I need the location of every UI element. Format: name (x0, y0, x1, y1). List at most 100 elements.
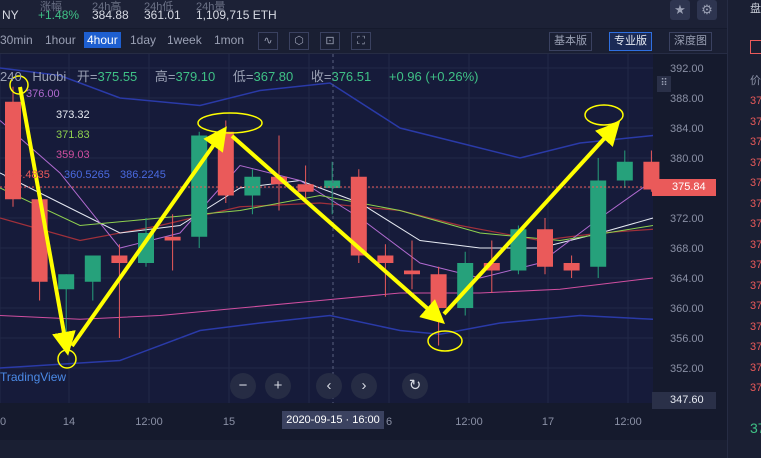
panel-price-row[interactable]: 37 (750, 300, 761, 312)
trend-arrow (18, 86, 76, 356)
stat-change: +1.48% (38, 8, 80, 22)
candlestick-chart[interactable]: 392.00 388.00 384.00 380.00 376.00 372.00 368.… (0, 54, 727, 440)
tab-1mon[interactable]: 1mon (214, 33, 245, 47)
tab-4hour[interactable]: 4hour (84, 32, 121, 48)
ma-legend-2: 373.32 (56, 109, 90, 121)
y-tick-label: 364.00 (670, 273, 704, 285)
panel-price-row[interactable]: 37 (750, 382, 761, 394)
reset-chart-button[interactable]: ↻ (402, 373, 428, 399)
panel-price-row[interactable]: 37 (750, 177, 761, 189)
low-label: 低= (232, 69, 254, 84)
x-tick-label: 12:00 (135, 416, 163, 428)
panel-price-row[interactable]: 37 (750, 238, 761, 251)
panel-price-row[interactable]: 37 (750, 341, 761, 353)
indicator-icon[interactable]: ∿ (258, 32, 278, 50)
y-tick-label: 380.00 (670, 153, 704, 165)
stat-low: 361.01 (144, 8, 181, 22)
tab-1day[interactable]: 1day (130, 33, 157, 47)
candle-body (138, 233, 154, 263)
fullscreen-icon[interactable]: ⛶ (351, 32, 371, 50)
panel-last-price: 37 (750, 420, 761, 436)
stat-high: 384.88 (92, 8, 129, 22)
candle-body (244, 176, 261, 196)
bottom-strip (0, 440, 727, 458)
x-tick-label: 12:00 (614, 416, 642, 428)
panel-price-row[interactable]: 37 (750, 115, 761, 128)
highlight-ellipse (57, 349, 77, 369)
candle-body (350, 176, 367, 256)
boll-lower-line (0, 314, 654, 369)
trend-arrow (442, 121, 621, 316)
candle-body (616, 161, 633, 181)
boll-mid-legend: 374.4835 (4, 169, 50, 181)
legend-settings-icon[interactable]: ⠿ (657, 76, 671, 92)
candle-body (590, 180, 607, 267)
panel-price-row[interactable]: 37 (750, 197, 761, 210)
x-tick-label: 6 (386, 416, 392, 428)
crosshair-date-tag: 2020-09-15 · 16:00 (282, 411, 384, 429)
highlight-ellipse (197, 112, 263, 134)
panel-price-row[interactable]: 37 (750, 361, 761, 374)
y-tick-label: 392.00 (670, 63, 704, 75)
open-value: 375.55 (97, 69, 138, 84)
ma-line-green (0, 187, 654, 242)
snapshot-icon[interactable]: ⊡ (320, 32, 340, 50)
panel-price-row[interactable]: 37 (750, 259, 761, 271)
candle-body (217, 131, 234, 196)
view-pro-button[interactable]: 专业版 (609, 32, 652, 51)
tab-30min[interactable]: 30min (0, 33, 33, 47)
boll-upper-line (0, 67, 654, 159)
ma-legend-4: 359.03 (56, 149, 90, 161)
candle-body (483, 263, 500, 271)
high-value: 379.10 (175, 69, 216, 84)
highlight-ellipse (584, 104, 624, 126)
stat-label-volume: 24h量 (196, 1, 226, 13)
zoom-out-button[interactable]: − (230, 373, 256, 399)
y-tick-label: 384.00 (670, 123, 704, 135)
trend-arrow (70, 126, 227, 348)
panel-price-row[interactable]: 37 (750, 320, 761, 333)
boll-upper-legend: 386.2245 (120, 169, 166, 181)
highlight-ellipse (427, 330, 463, 352)
current-price-tag: 375.84 (652, 179, 716, 196)
y-tick-label: 352.00 (670, 363, 704, 375)
panel-price-row[interactable]: 37 (750, 95, 761, 107)
candle-body (537, 229, 553, 267)
x-tick-label: 0 (0, 416, 6, 428)
candle-body (563, 263, 580, 271)
open-label: 开= (76, 69, 98, 84)
tradingview-watermark: TradingView (0, 370, 67, 384)
panel-price-row[interactable]: 37 (750, 156, 761, 169)
crosshair-price-tag: 347.60 (652, 392, 716, 409)
panel-tab-icon[interactable] (750, 40, 761, 54)
ohlc-legend: 240 Huobi 开=375.55 高=379.10 低=367.80 收=3… (0, 66, 485, 85)
ma-legend-3: 371.83 (56, 129, 90, 141)
tab-1week[interactable]: 1week (167, 33, 202, 47)
x-tick-label: 14 (63, 416, 75, 428)
stat-label-change: 涨幅 (40, 1, 62, 13)
scroll-left-button[interactable]: ‹ (316, 373, 342, 399)
y-tick-label: 356.00 (670, 333, 704, 345)
change-value: +0.96 (+0.26%) (388, 69, 479, 84)
view-basic-button[interactable]: 基本版 (549, 32, 592, 51)
candle-body (111, 255, 128, 263)
candle-body (430, 274, 447, 308)
trend-arrow (230, 134, 445, 324)
view-depth-button[interactable]: 深度图 (669, 32, 712, 51)
star-icon[interactable]: ★ (670, 0, 690, 20)
chart-settings-icon[interactable]: ⬡ (289, 32, 309, 50)
settings-icon[interactable]: ⚙ (697, 0, 717, 20)
exchange-label[interactable]: Huobi (32, 69, 67, 84)
candle-body (31, 199, 48, 282)
panel-price-row[interactable]: 37 (750, 279, 761, 292)
tab-1hour[interactable]: 1hour (45, 33, 76, 47)
panel-price-row[interactable]: 37 (750, 218, 761, 230)
scroll-right-button[interactable]: › (351, 373, 377, 399)
highlight-ellipse (9, 75, 29, 95)
zoom-in-button[interactable]: + (265, 373, 291, 399)
low-value: 367.80 (253, 69, 294, 84)
x-tick-label: 17 (542, 416, 554, 428)
panel-price-row[interactable]: 37 (750, 136, 761, 148)
stat-volume: 1,109,715 ETH (196, 8, 277, 22)
panel-price-header: 价 (750, 75, 761, 87)
